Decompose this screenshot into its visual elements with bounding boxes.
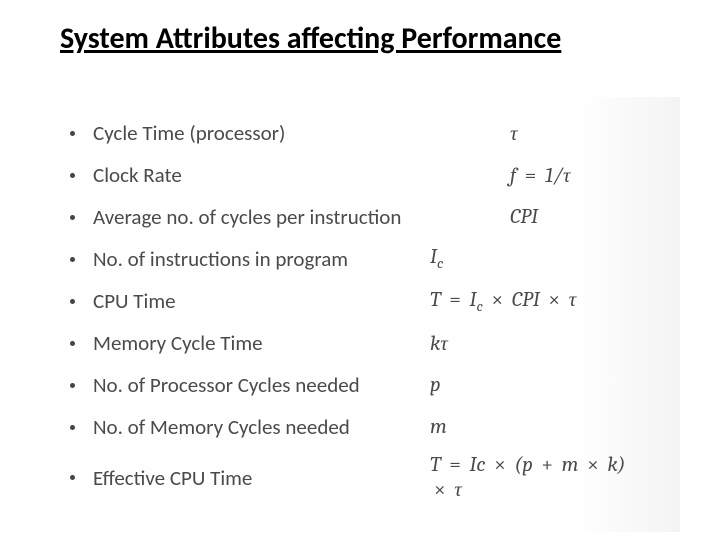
bullet-icon bbox=[70, 173, 75, 178]
attribute-formula: kτ bbox=[430, 331, 448, 356]
attribute-label: No. of instructions in program bbox=[93, 246, 430, 272]
attribute-label: No. of Memory Cycles needed bbox=[93, 414, 430, 440]
attribute-formula: Ic bbox=[430, 245, 443, 272]
list-item: Average no. of cycles per instructionCPI bbox=[70, 201, 640, 233]
list-item: Clock Ratef = 1/τ bbox=[70, 159, 640, 191]
bullet-icon bbox=[70, 257, 75, 262]
bullet-icon bbox=[70, 299, 75, 304]
bullet-icon bbox=[70, 425, 75, 430]
attribute-label: Cycle Time (processor) bbox=[93, 120, 510, 146]
list-item: CPU TimeT = Ic × CPI × τ bbox=[70, 285, 640, 317]
attribute-label: Effective CPU Time bbox=[93, 465, 430, 491]
bullet-icon bbox=[70, 383, 75, 388]
rows-container: Cycle Time (processor)τClock Ratef = 1/τ… bbox=[70, 117, 640, 502]
page-title: System Attributes affecting Performance bbox=[40, 20, 680, 57]
list-item: Effective CPU TimeT = Ic × (p + m × k) ×… bbox=[70, 453, 640, 502]
attribute-formula: f = 1/τ bbox=[510, 163, 570, 188]
attribute-formula: p bbox=[430, 373, 441, 397]
attribute-label: CPU Time bbox=[93, 288, 430, 314]
bullet-icon bbox=[70, 131, 75, 136]
list-item: Memory Cycle Timekτ bbox=[70, 327, 640, 359]
list-item: No. of Processor Cycles neededp bbox=[70, 369, 640, 401]
list-item: Cycle Time (processor)τ bbox=[70, 117, 640, 149]
bullet-icon bbox=[70, 341, 75, 346]
content-area: Cycle Time (processor)τClock Ratef = 1/τ… bbox=[40, 97, 680, 532]
attribute-formula: T = Ic × CPI × τ bbox=[430, 287, 576, 315]
attribute-label: Memory Cycle Time bbox=[93, 330, 430, 356]
bullet-icon bbox=[70, 475, 75, 480]
attribute-formula: CPI bbox=[510, 205, 538, 229]
attribute-formula: T = Ic × (p + m × k) × τ bbox=[430, 453, 640, 502]
attribute-label: Clock Rate bbox=[93, 162, 510, 188]
bullet-icon bbox=[70, 215, 75, 220]
attribute-formula: m bbox=[430, 415, 447, 439]
attribute-label: No. of Processor Cycles needed bbox=[93, 372, 430, 398]
attribute-formula: τ bbox=[510, 121, 518, 146]
attribute-label: Average no. of cycles per instruction bbox=[93, 204, 510, 230]
list-item: No. of Memory Cycles neededm bbox=[70, 411, 640, 443]
list-item: No. of instructions in programIc bbox=[70, 243, 640, 275]
